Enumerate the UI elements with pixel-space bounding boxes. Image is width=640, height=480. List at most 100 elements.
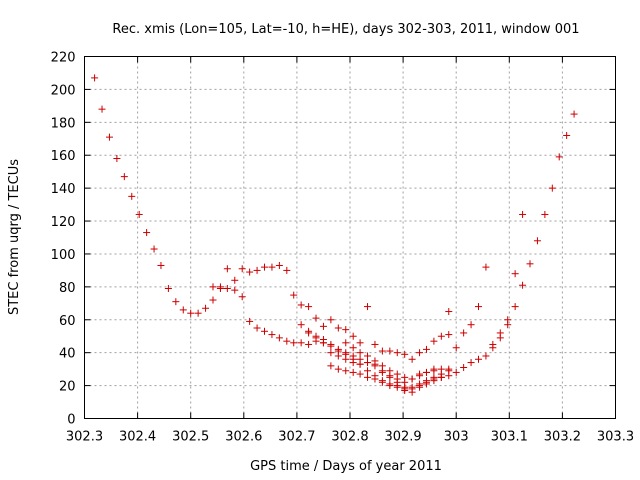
data-point — [275, 334, 283, 342]
x-tick-label: 302.9 — [384, 430, 421, 445]
data-point — [143, 229, 151, 237]
data-point — [349, 352, 357, 360]
data-point — [194, 309, 202, 317]
data-point — [349, 344, 357, 352]
data-point — [364, 303, 372, 311]
data-point — [430, 365, 438, 373]
data-point — [305, 327, 313, 335]
data-point — [364, 373, 372, 381]
data-point — [334, 365, 342, 373]
data-point — [467, 321, 475, 329]
data-point — [460, 329, 468, 337]
data-point — [526, 260, 534, 268]
x-tick-label: 303.3 — [597, 430, 634, 445]
data-point — [319, 336, 327, 344]
data-point — [437, 332, 445, 340]
data-point — [378, 362, 386, 370]
data-point — [150, 245, 158, 253]
data-point — [401, 373, 409, 381]
data-point — [231, 276, 239, 284]
data-point — [445, 365, 453, 373]
data-point — [275, 261, 283, 269]
data-point — [408, 355, 416, 363]
data-point — [297, 301, 305, 309]
data-point — [356, 355, 364, 363]
data-point — [327, 349, 335, 357]
data-point — [164, 285, 172, 293]
data-point — [416, 349, 424, 357]
data-point — [349, 368, 357, 376]
data-point — [482, 352, 490, 360]
data-point — [223, 265, 231, 273]
x-tick-label: 302.4 — [119, 430, 156, 445]
data-point — [290, 339, 298, 347]
data-point — [378, 347, 386, 355]
data-point — [342, 326, 350, 334]
data-point — [105, 133, 113, 141]
data-point — [416, 382, 424, 390]
y-tick-label: 140 — [51, 182, 76, 197]
data-point — [570, 110, 578, 118]
data-point — [555, 153, 563, 161]
data-point — [342, 349, 350, 357]
data-point — [246, 268, 254, 276]
data-point — [393, 349, 401, 357]
data-point — [297, 321, 305, 329]
data-point — [430, 375, 438, 383]
data-point — [261, 263, 269, 271]
x-tick-label: 302.7 — [278, 430, 315, 445]
data-point — [452, 344, 460, 352]
x-tick-label: 302.3 — [66, 430, 103, 445]
y-tick-label: 20 — [59, 380, 76, 395]
data-point — [356, 370, 364, 378]
data-point — [401, 387, 409, 395]
data-point — [445, 331, 453, 339]
data-point — [430, 337, 438, 345]
y-tick-label: 40 — [59, 347, 76, 362]
data-point — [172, 298, 180, 306]
data-point — [238, 293, 246, 301]
data-point — [128, 192, 136, 200]
x-tick-label: 303.2 — [544, 430, 581, 445]
data-point — [364, 359, 372, 367]
y-tick-label: 0 — [67, 413, 75, 428]
data-point — [364, 367, 372, 375]
data-point — [548, 184, 556, 192]
y-axis-label: STEC from uqrg / TECUs — [7, 159, 22, 315]
data-point — [482, 263, 490, 271]
y-tick-label: 160 — [51, 149, 76, 164]
data-point — [268, 263, 276, 271]
y-tick-label: 200 — [51, 83, 76, 98]
grid-layer — [84, 56, 616, 419]
data-point — [312, 332, 320, 340]
data-point — [209, 296, 217, 304]
data-point — [187, 309, 195, 317]
chart-title: Rec. xmis (Lon=105, Lat=-10, h=HE), days… — [112, 22, 579, 37]
data-point — [489, 340, 497, 348]
data-point — [113, 155, 121, 163]
data-point — [386, 347, 394, 355]
data-point — [98, 105, 106, 113]
data-point — [496, 329, 504, 337]
points-layer — [91, 74, 578, 396]
data-point — [179, 306, 187, 314]
data-point — [231, 286, 239, 294]
data-point — [364, 352, 372, 360]
data-point — [519, 281, 527, 289]
data-point — [305, 340, 313, 348]
data-point — [378, 378, 386, 386]
data-point — [437, 373, 445, 381]
data-point — [356, 339, 364, 347]
data-point — [371, 340, 379, 348]
data-point — [327, 340, 335, 348]
data-point — [253, 324, 261, 332]
data-point — [334, 324, 342, 332]
data-point — [467, 359, 475, 367]
data-point — [209, 283, 217, 291]
data-point — [261, 327, 269, 335]
data-point — [202, 304, 210, 312]
data-point — [445, 372, 453, 380]
data-point — [393, 383, 401, 391]
x-tick-label: 303 — [444, 430, 469, 445]
data-point — [135, 210, 143, 218]
